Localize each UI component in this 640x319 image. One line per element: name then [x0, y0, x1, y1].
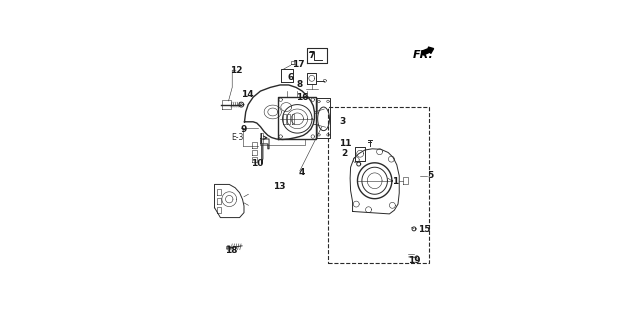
Text: 4: 4 [298, 168, 305, 177]
Text: 19: 19 [408, 256, 420, 265]
Text: 2: 2 [342, 149, 348, 158]
FancyArrow shape [422, 47, 434, 55]
Text: 12: 12 [230, 66, 243, 75]
Text: 13: 13 [273, 182, 285, 191]
Text: 8: 8 [296, 80, 302, 89]
Text: 7: 7 [308, 51, 315, 60]
Text: 1: 1 [392, 177, 398, 187]
Text: 17: 17 [292, 60, 305, 69]
Text: FR.: FR. [413, 50, 433, 61]
Text: E-3: E-3 [231, 133, 243, 142]
Text: 5: 5 [428, 171, 434, 180]
Text: 15: 15 [418, 225, 430, 234]
Text: 3: 3 [339, 117, 346, 126]
Text: 16: 16 [296, 93, 308, 102]
Text: 6: 6 [287, 73, 294, 82]
Text: 18: 18 [225, 246, 237, 255]
Text: 9: 9 [241, 125, 247, 134]
Text: 14: 14 [241, 90, 253, 99]
Text: 10: 10 [251, 159, 263, 168]
Text: 11: 11 [339, 139, 351, 148]
